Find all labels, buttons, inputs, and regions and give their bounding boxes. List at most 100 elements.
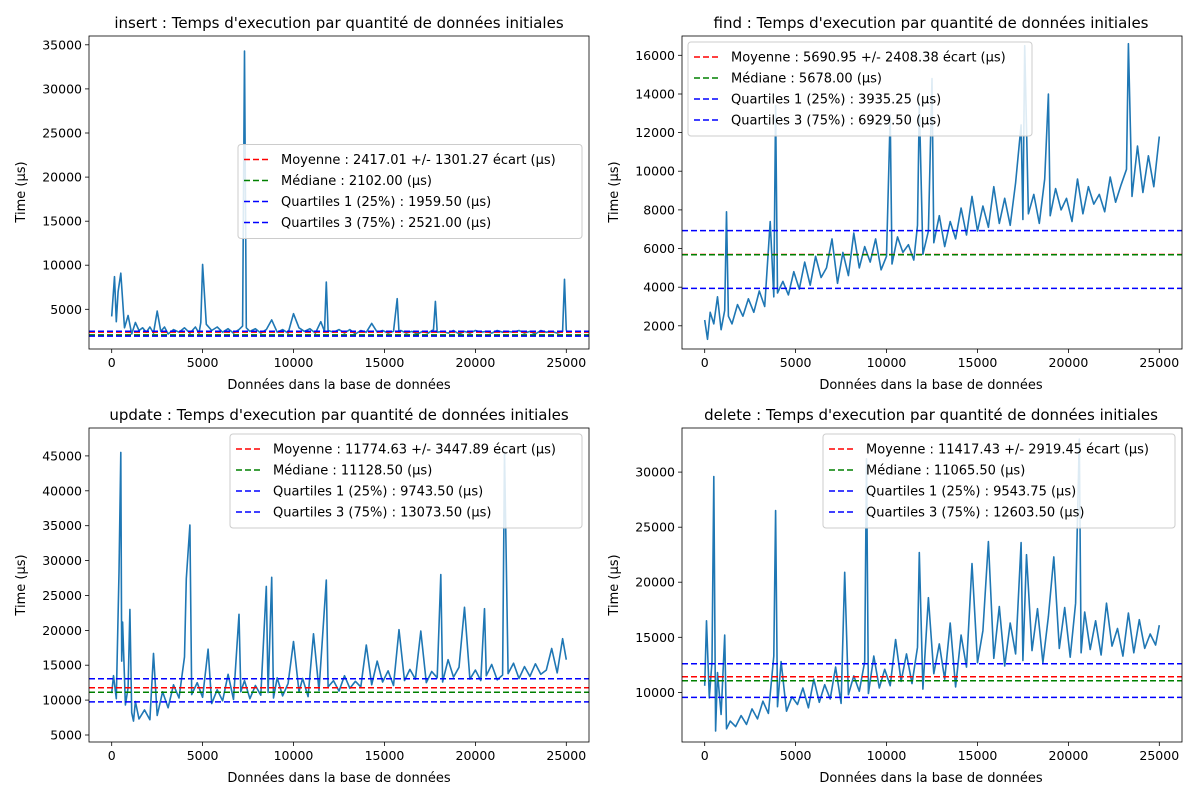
update-x-tick-label: 15000 — [365, 748, 405, 763]
find-x-tick-label: 10000 — [867, 355, 907, 370]
insert-x-tick-label: 0 — [108, 355, 116, 370]
update-chart-title: update : Temps d'execution par quantité … — [109, 406, 569, 424]
insert-axes-frame — [88, 35, 590, 350]
delete-legend-entry: Médiane : 11065.50 (µs) — [866, 464, 1025, 479]
update-x-tick-label: 20000 — [456, 748, 496, 763]
find-x-tick-label: 5000 — [780, 355, 812, 370]
update-subplot: update : Temps d'execution par quantité … — [14, 406, 590, 786]
find-legend-entry: Quartiles 3 (75%) : 6929.50 (µs) — [731, 114, 941, 129]
find-legend-entry: Médiane : 5678.00 (µs) — [731, 72, 882, 87]
delete-legend-entry: Quartiles 1 (25%) : 9543.75 (µs) — [866, 485, 1076, 500]
update-y-tick-label: 45000 — [42, 448, 82, 463]
find-legend-box — [687, 41, 1033, 137]
find-y-tick-label: 16000 — [635, 48, 675, 63]
update-y-tick-label: 35000 — [42, 518, 82, 533]
delete-subplot: delete : Temps d'execution par quantité … — [607, 406, 1183, 786]
delete-y-tick-label: 10000 — [635, 685, 675, 700]
find-chart-title: find : Temps d'execution par quantité de… — [714, 14, 1149, 32]
delete-y-axis-label: Time (µs) — [607, 554, 622, 616]
update-y-tick-label: 30000 — [42, 553, 82, 568]
update-x-axis-label: Données dans la base de données — [227, 771, 451, 786]
update-y-axis-label: Time (µs) — [14, 554, 29, 616]
find-subplot: find : Temps d'execution par quantité de… — [607, 14, 1183, 393]
update-y-tick-label: 40000 — [42, 483, 82, 498]
find-y-tick-label: 2000 — [643, 318, 675, 333]
find-series-line — [703, 42, 1161, 341]
insert-x-tick-label: 5000 — [187, 355, 219, 370]
update-axes-frame — [88, 427, 590, 743]
insert-y-axis-label: Time (µs) — [14, 161, 29, 223]
find-x-tick-label: 15000 — [958, 355, 998, 370]
delete-x-tick-label: 0 — [701, 748, 709, 763]
delete-axes-frame — [681, 427, 1183, 743]
update-legend: Moyenne : 11774.63 +/- 3447.89 écart (µs… — [229, 433, 583, 529]
delete-y-tick-label: 25000 — [635, 520, 675, 535]
delete-x-tick-label: 15000 — [958, 748, 998, 763]
insert-chart-title: insert : Temps d'execution par quantité … — [114, 14, 563, 32]
delete-legend: Moyenne : 11417.43 +/- 2919.45 écart (µs… — [822, 433, 1176, 529]
delete-chart-title: delete : Temps d'execution par quantité … — [704, 406, 1158, 424]
find-x-tick-label: 0 — [701, 355, 709, 370]
insert-x-tick-label: 25000 — [546, 355, 586, 370]
insert-x-axis-label: Données dans la base de données — [227, 378, 451, 393]
find-y-tick-label: 8000 — [643, 202, 675, 217]
insert-legend-entry: Moyenne : 2417.01 +/- 1301.27 écart (µs) — [281, 153, 556, 168]
insert-y-tick-label: 15000 — [42, 214, 82, 229]
insert-x-tick-label: 20000 — [456, 355, 496, 370]
delete-x-tick-label: 25000 — [1139, 748, 1179, 763]
delete-x-tick-label: 10000 — [867, 748, 907, 763]
find-y-tick-label: 4000 — [643, 280, 675, 295]
delete-y-tick-label: 15000 — [635, 630, 675, 645]
delete-y-tick-label: 20000 — [635, 575, 675, 590]
insert-subplot: insert : Temps d'execution par quantité … — [14, 14, 590, 393]
find-x-tick-label: 25000 — [1139, 355, 1179, 370]
delete-legend-entry: Moyenne : 11417.43 +/- 2919.45 écart (µs… — [866, 443, 1149, 458]
insert-legend-entry: Médiane : 2102.00 (µs) — [281, 174, 432, 189]
update-legend-entry: Moyenne : 11774.63 +/- 3447.89 écart (µs… — [273, 443, 556, 458]
insert-legend-box — [237, 144, 583, 239]
update-legend-entry: Quartiles 1 (25%) : 9743.50 (µs) — [273, 485, 483, 500]
update-x-tick-label: 10000 — [274, 748, 314, 763]
insert-y-tick-label: 30000 — [42, 81, 82, 96]
insert-x-tick-label: 15000 — [365, 355, 405, 370]
insert-legend: Moyenne : 2417.01 +/- 1301.27 écart (µs)… — [237, 144, 583, 239]
find-y-tick-label: 14000 — [635, 87, 675, 102]
find-legend-entry: Quartiles 1 (25%) : 3935.25 (µs) — [731, 93, 941, 108]
update-legend-entry: Médiane : 11128.50 (µs) — [273, 464, 432, 479]
update-x-tick-label: 5000 — [187, 748, 219, 763]
update-y-tick-label: 20000 — [42, 623, 82, 638]
insert-legend-entry: Quartiles 1 (25%) : 1959.50 (µs) — [281, 195, 491, 210]
update-series-line — [110, 451, 568, 722]
update-legend-entry: Quartiles 3 (75%) : 13073.50 (µs) — [273, 506, 491, 521]
delete-x-tick-label: 20000 — [1049, 748, 1089, 763]
find-x-axis-label: Données dans la base de données — [819, 378, 1043, 393]
insert-y-tick-label: 5000 — [50, 302, 82, 317]
delete-plot-area: 0 5000 10000 15000 20000 25000 10000 15000 20000… — [635, 427, 1183, 763]
find-plot-area: 0 5000 10000 15000 20000 25000 2000 4000 6000 800… — [635, 35, 1183, 370]
update-y-tick-label: 5000 — [50, 728, 82, 743]
find-axes-frame — [681, 35, 1183, 350]
insert-y-tick-label: 20000 — [42, 170, 82, 185]
update-plot-area: 0 5000 10000 15000 20000 25000 5000 10000 15000 2… — [42, 427, 590, 763]
update-x-tick-label: 25000 — [546, 748, 586, 763]
insert-y-tick-label: 35000 — [42, 37, 82, 52]
delete-legend-box — [822, 433, 1176, 529]
find-x-tick-label: 20000 — [1049, 355, 1089, 370]
find-legend-entry: Moyenne : 5690.95 +/- 2408.38 écart (µs) — [731, 51, 1006, 66]
find-legend: Moyenne : 5690.95 +/- 2408.38 écart (µs)… — [687, 41, 1033, 137]
insert-y-tick-label: 25000 — [42, 126, 82, 141]
delete-y-tick-label: 30000 — [635, 465, 675, 480]
update-x-tick-label: 0 — [108, 748, 116, 763]
find-y-tick-label: 10000 — [635, 164, 675, 179]
find-y-tick-label: 6000 — [643, 241, 675, 256]
insert-legend-entry: Quartiles 3 (75%) : 2521.00 (µs) — [281, 216, 491, 231]
insert-plot-area: 0 5000 10000 15000 20000 25000 5000 10000 15000 2… — [42, 35, 590, 370]
find-y-tick-label: 12000 — [635, 125, 675, 140]
update-y-tick-label: 10000 — [42, 693, 82, 708]
delete-legend-entry: Quartiles 3 (75%) : 12603.50 (µs) — [866, 506, 1084, 521]
insert-x-tick-label: 10000 — [274, 355, 314, 370]
find-y-axis-label: Time (µs) — [607, 161, 622, 223]
update-legend-box — [229, 433, 583, 529]
insert-y-tick-label: 10000 — [42, 258, 82, 273]
